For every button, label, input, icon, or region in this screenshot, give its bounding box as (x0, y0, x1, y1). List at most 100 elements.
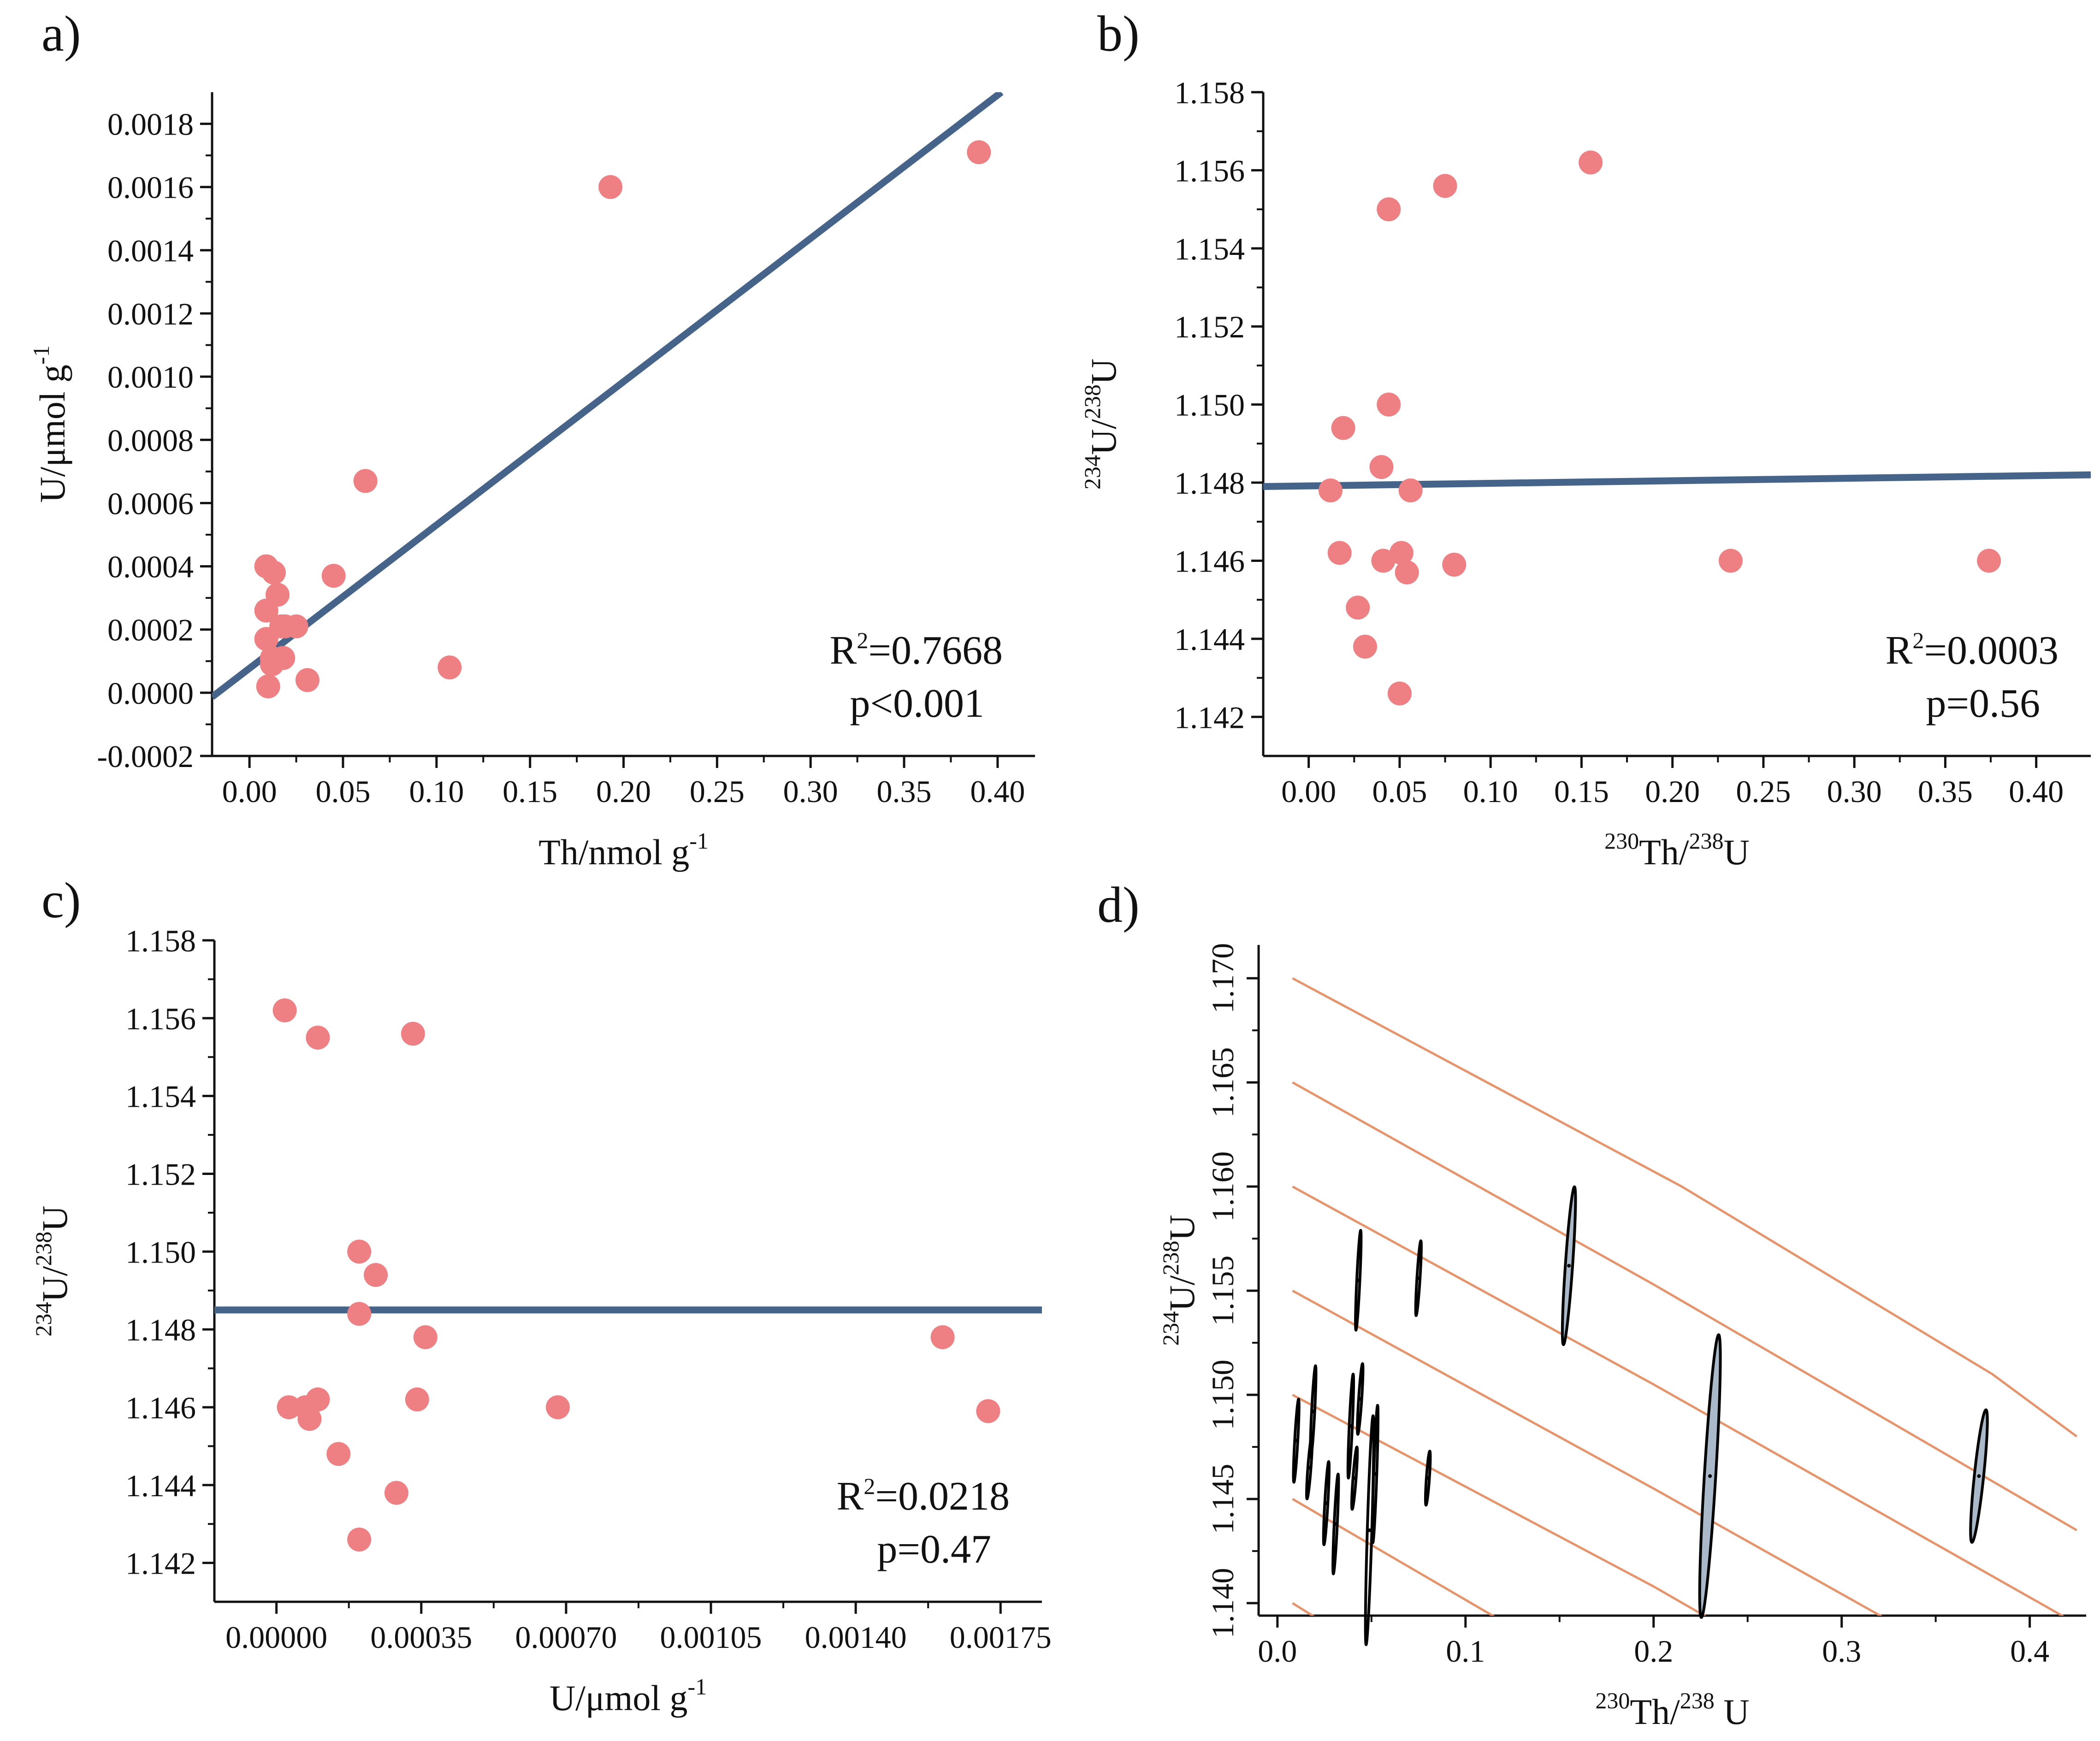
ellipse-center (1349, 1424, 1353, 1428)
x-tick-label: 0.25 (690, 774, 745, 809)
y-tick-label: 1.158 (1174, 75, 1245, 110)
y-tick-label: 0.0016 (107, 170, 194, 205)
y-tick-label: 1.142 (1174, 700, 1245, 735)
y-tick-label: 0.0010 (107, 360, 194, 395)
x-tick-label: 0.30 (783, 774, 838, 809)
x-tick-label: 0.2 (1634, 1634, 1673, 1669)
ellipse-center (1367, 1528, 1372, 1532)
data-point (321, 564, 346, 588)
data-point (347, 1239, 372, 1264)
y-tick-label: 1.140 (1205, 1568, 1240, 1638)
x-tick-label: 0.15 (503, 774, 557, 809)
x-tick-label: 0.25 (1736, 774, 1791, 809)
data-point (1318, 478, 1343, 502)
x-tick-label: 0.0 (1258, 1634, 1297, 1669)
y-axis-title: 234U/238U (1079, 359, 1124, 490)
isochron-line (1292, 1289, 1883, 1616)
x-tick-label: 0.3 (1822, 1634, 1861, 1669)
data-point (261, 561, 286, 585)
x-tick-label: 0.30 (1827, 774, 1882, 809)
data-point (306, 1026, 330, 1050)
fit-line (212, 92, 1004, 700)
x-tick-label: 0.00000 (225, 1620, 327, 1655)
isochron-line (1292, 1081, 2077, 1531)
r-squared-label: R2=0.0218 (837, 1473, 1010, 1519)
data-point (297, 1407, 322, 1431)
data-point (364, 1263, 388, 1287)
x-tick-label: 0.35 (877, 774, 932, 809)
y-tick-label: 0.0006 (107, 486, 194, 521)
chart-b: b) 0.00 0.05 0.10 0.15 0.20 0.25 0.30 0.35 0.40 1.… (1079, 6, 2091, 872)
data-point (1387, 681, 1412, 706)
panel-label: c) (41, 872, 81, 928)
chart-d: d) 0.0 0.1 0.2 0.3 0.4 1.140 1.145 1.150 1.155 1.1… (1097, 877, 2086, 1732)
y-tick-label: 1.154 (125, 1079, 196, 1114)
ellipse-center (1353, 1476, 1357, 1480)
data-point (277, 1395, 301, 1419)
data-point (1442, 552, 1467, 577)
ellipse-center (1294, 1439, 1298, 1443)
x-tick-label: 0.40 (970, 774, 1025, 809)
data-point (1369, 455, 1394, 479)
y-axis-title: U/μmol g-1 (28, 345, 72, 502)
data-point (1389, 541, 1414, 565)
isochron-line (1292, 1602, 1315, 1616)
x-axis-title: 230Th/238U (1604, 828, 1750, 872)
panel-label: a) (41, 6, 81, 62)
ellipse-center (1567, 1263, 1571, 1268)
y-tick-label: 1.165 (1205, 1047, 1240, 1118)
data-point (254, 598, 278, 623)
x-tick-label: 0.10 (1463, 774, 1518, 809)
y-tick-label: 1.144 (1174, 622, 1245, 657)
panel-label: b) (1097, 6, 1140, 62)
data-point (413, 1325, 438, 1349)
x-tick-label: 0.10 (409, 774, 464, 809)
x-tick-label: 0.40 (2009, 774, 2064, 809)
y-tick-label: 1.158 (125, 923, 196, 958)
x-axis-title: Th/nmol g-1 (538, 828, 709, 872)
y-tick-label: 0.0004 (107, 549, 194, 584)
data-point (1398, 478, 1423, 502)
data-point (545, 1395, 570, 1419)
x-tick-label: 0.00070 (515, 1620, 617, 1655)
ellipse-center (1324, 1501, 1328, 1505)
y-tick-label: 1.148 (125, 1312, 196, 1347)
isochron-line (1292, 1498, 1495, 1616)
data-point (405, 1387, 429, 1412)
x-tick-label: 0.00 (1281, 774, 1336, 809)
data-point (401, 1021, 425, 1046)
data-point (256, 674, 280, 699)
r-squared-label: R2=0.7668 (830, 627, 1003, 673)
data-point (967, 140, 991, 165)
ellipse-center (1373, 1472, 1377, 1476)
y-tick-label: 1.160 (1205, 1151, 1240, 1222)
x-tick-label: 0.00035 (370, 1620, 472, 1655)
data-point (347, 1527, 372, 1552)
x-tick-label: 0.15 (1554, 774, 1609, 809)
y-tick-label: 1.146 (125, 1390, 196, 1425)
ellipse-center (1307, 1466, 1312, 1470)
y-tick-label: 1.150 (125, 1234, 196, 1269)
ellipse-center (1977, 1474, 1981, 1478)
ellipse-center (1416, 1276, 1420, 1280)
data-point (1977, 549, 2001, 573)
data-point (1395, 560, 1419, 584)
data-point (1346, 596, 1370, 620)
y-tick-label: 0.0000 (107, 676, 194, 711)
y-tick-label: 0.0002 (107, 613, 194, 648)
chart-a: a) 0.00 0.05 0.10 0.15 0.20 0.25 0.30 0.35 0.40 -0… (28, 6, 1035, 872)
isochron-line (1292, 977, 2078, 1438)
panel-label: d) (1097, 877, 1140, 933)
data-point (598, 175, 623, 199)
data-point (1579, 150, 1603, 175)
y-tick-label: 1.142 (125, 1546, 196, 1581)
ellipse-center (1311, 1410, 1315, 1414)
ellipse-center (1358, 1397, 1362, 1401)
r-squared-label: R2=0.0003 (1886, 627, 2059, 673)
data-point (1371, 549, 1396, 573)
y-tick-label: 1.146 (1174, 543, 1245, 578)
x-tick-label: 0.00140 (805, 1620, 907, 1655)
y-tick-label: 1.152 (1174, 309, 1245, 344)
y-tick-label: 1.144 (125, 1468, 196, 1503)
